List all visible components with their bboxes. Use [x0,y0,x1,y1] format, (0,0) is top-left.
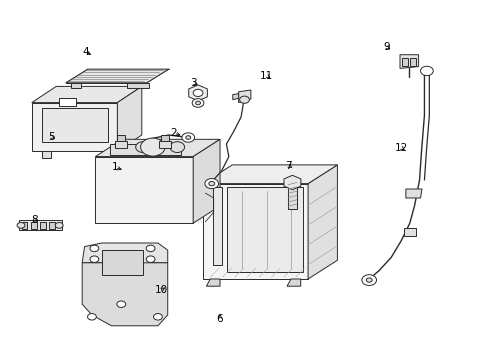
Bar [41,108,107,142]
Text: 2: 2 [170,128,177,138]
Bar [31,222,37,229]
Circle shape [90,256,99,262]
Bar [161,135,169,141]
Bar [19,220,61,230]
Bar [409,58,415,66]
Circle shape [185,136,190,139]
Text: 4: 4 [82,47,89,57]
Polygon shape [307,165,337,279]
Polygon shape [59,98,76,106]
Circle shape [146,256,155,262]
Polygon shape [41,151,51,158]
Circle shape [361,275,376,285]
Circle shape [153,314,162,320]
Polygon shape [286,279,300,286]
Circle shape [87,314,96,320]
Polygon shape [203,184,307,279]
Circle shape [55,222,63,228]
Text: 8: 8 [31,215,38,225]
Text: 10: 10 [155,285,167,295]
Polygon shape [95,139,220,157]
Polygon shape [206,279,220,286]
Circle shape [193,89,203,96]
Circle shape [208,181,214,186]
Bar [117,135,125,141]
Bar [110,144,181,155]
Polygon shape [82,243,167,279]
Polygon shape [405,189,421,198]
Circle shape [192,99,203,107]
Text: 12: 12 [393,143,407,153]
Text: 5: 5 [48,132,55,142]
Circle shape [182,133,194,142]
Circle shape [17,222,25,228]
Polygon shape [32,103,117,151]
Bar [115,141,127,148]
Polygon shape [71,83,81,88]
Circle shape [195,101,200,105]
Bar [287,182,296,209]
Bar [159,141,171,148]
Circle shape [420,66,432,76]
Text: 6: 6 [216,314,223,324]
Polygon shape [66,69,168,83]
Text: 7: 7 [285,161,291,171]
Polygon shape [117,86,142,151]
Text: 11: 11 [259,71,273,81]
Circle shape [90,245,99,252]
Polygon shape [212,187,222,265]
Bar [40,222,46,229]
Polygon shape [399,55,418,68]
Polygon shape [193,139,220,223]
Bar [49,222,55,229]
Circle shape [239,96,249,103]
Circle shape [170,142,184,153]
Text: 9: 9 [382,42,389,52]
Circle shape [136,142,150,153]
Polygon shape [227,187,303,272]
Circle shape [117,301,125,307]
Polygon shape [232,94,238,100]
Circle shape [204,179,218,189]
Text: 3: 3 [189,78,196,88]
Text: 1: 1 [111,162,118,172]
Polygon shape [127,83,149,88]
Polygon shape [82,263,167,326]
Polygon shape [105,151,115,158]
Bar [102,250,143,275]
Polygon shape [403,228,415,236]
Circle shape [141,138,164,156]
Polygon shape [203,165,337,184]
Polygon shape [32,86,142,103]
Circle shape [366,278,371,282]
Bar [402,58,407,66]
Bar [21,222,27,229]
Polygon shape [238,90,250,103]
Polygon shape [95,157,193,223]
Circle shape [146,245,155,252]
